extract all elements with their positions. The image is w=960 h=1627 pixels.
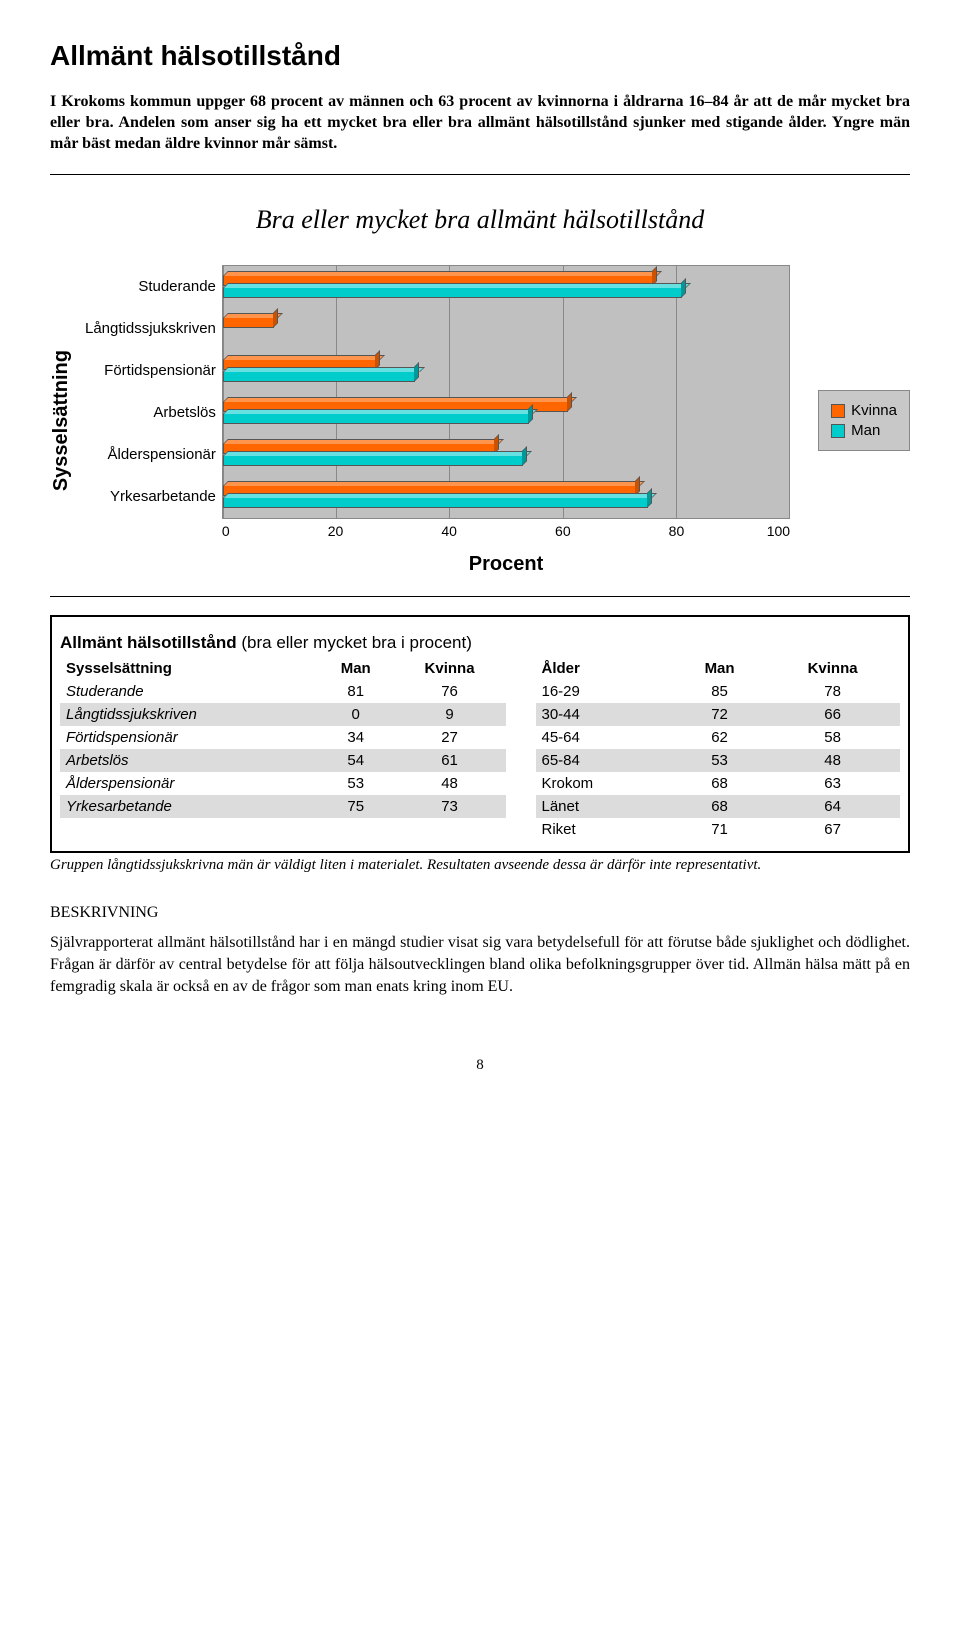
chart-title: Bra eller mycket bra allmänt hälsotillst…	[50, 205, 910, 235]
intro-text: I Krokoms kommun uppger 68 procent av mä…	[50, 92, 910, 154]
table-row: Arbetslös5461	[60, 749, 506, 772]
chart-xlabel: Procent	[222, 553, 790, 576]
category-label: Yrkesarbetande	[85, 475, 216, 517]
beskrivning-text: Självrapporterat allmänt hälsotillstånd …	[50, 932, 910, 997]
table-alder: ÅlderManKvinna 16-29857830-44726645-6462…	[536, 657, 901, 841]
legend-item-man: Man	[831, 422, 897, 439]
table-row: 65-845348	[536, 749, 901, 772]
table-row: Yrkesarbetande7573	[60, 795, 506, 818]
table-row: Länet6864	[536, 795, 901, 818]
table-row: 45-646258	[536, 726, 901, 749]
table-header: Kvinna	[394, 657, 506, 680]
legend-item-kvinna: Kvinna	[831, 402, 897, 419]
beskrivning-heading: BESKRIVNING	[50, 904, 910, 922]
page-title: Allmänt hälsotillstånd	[50, 40, 910, 72]
tables-title: Allmänt hälsotillstånd (bra eller mycket…	[60, 633, 900, 653]
xtick: 20	[279, 523, 393, 539]
table-row: Förtidspensionär3427	[60, 726, 506, 749]
table-header: Man	[318, 657, 394, 680]
xtick: 80	[620, 523, 734, 539]
tables-footnote: Gruppen långtidssjukskrivna män är väldi…	[50, 857, 910, 874]
category-label: Arbetslös	[85, 391, 216, 433]
xtick: 40	[392, 523, 506, 539]
table-header: Sysselsättning	[60, 657, 318, 680]
table-row: Krokom6863	[536, 772, 901, 795]
chart-legend: Kvinna Man	[818, 390, 910, 451]
table-row: 16-298578	[536, 680, 901, 703]
bar-man	[223, 455, 523, 466]
legend-label-man: Man	[851, 422, 880, 439]
legend-swatch-kvinna	[831, 404, 845, 418]
category-label: Studerande	[85, 265, 216, 307]
chart-category-labels: StuderandeLångtidssjukskrivenFörtidspens…	[85, 265, 222, 517]
xtick: 60	[506, 523, 620, 539]
table-row: Långtidssjukskriven09	[60, 703, 506, 726]
legend-label-kvinna: Kvinna	[851, 402, 897, 419]
table-header: Kvinna	[765, 657, 900, 680]
chart-ylabel: Sysselsättning	[50, 350, 73, 491]
table-sysselsattning: SysselsättningManKvinna Studerande8176Lå…	[60, 657, 506, 818]
table-header: Man	[674, 657, 765, 680]
category-label: Ålderspensionär	[85, 433, 216, 475]
bar-man	[223, 497, 648, 508]
table-row: Riket7167	[536, 818, 901, 841]
divider	[50, 596, 910, 597]
chart-xticks: 020406080100	[222, 523, 790, 539]
bar-man	[223, 287, 682, 298]
legend-swatch-man	[831, 424, 845, 438]
category-label: Långtidssjukskriven	[85, 307, 216, 349]
table-row: Studerande8176	[60, 680, 506, 703]
chart-plot-area	[222, 265, 790, 519]
divider	[50, 174, 910, 175]
bar-kvinna	[223, 317, 274, 328]
bar-man	[223, 413, 529, 424]
bar-man	[223, 371, 416, 382]
page-number: 8	[50, 1057, 910, 1074]
tables-box: Allmänt hälsotillstånd (bra eller mycket…	[50, 615, 910, 853]
chart: Sysselsättning StuderandeLångtidssjukskr…	[50, 265, 910, 576]
table-row: Ålderspensionär5348	[60, 772, 506, 795]
table-header: Ålder	[536, 657, 674, 680]
category-label: Förtidspensionär	[85, 349, 216, 391]
table-row: 30-447266	[536, 703, 901, 726]
xtick: 0	[222, 523, 279, 539]
xtick: 100	[733, 523, 790, 539]
